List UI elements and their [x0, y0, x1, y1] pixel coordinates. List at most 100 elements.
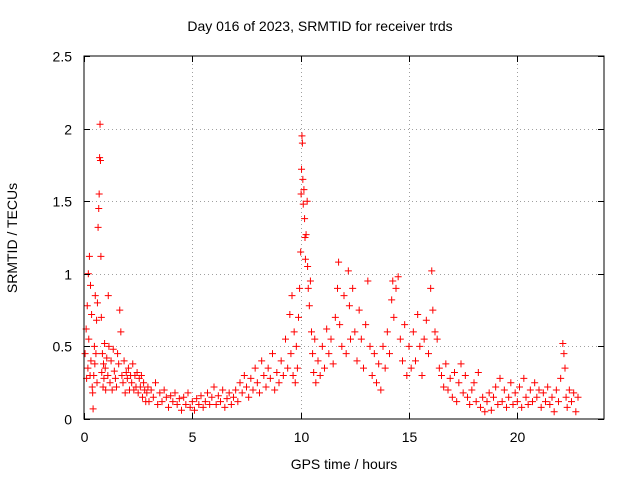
data-point: [100, 374, 108, 382]
data-point: [156, 389, 164, 397]
data-point: [498, 398, 506, 406]
data-point: [338, 342, 346, 350]
data-point: [353, 357, 361, 365]
data-point: [336, 321, 344, 329]
data-point: [394, 273, 402, 281]
data-point: [91, 292, 99, 300]
data-point: [299, 175, 307, 183]
data-point: [260, 371, 268, 379]
data-point: [94, 223, 102, 231]
data-point: [416, 342, 424, 350]
y-tick-label: 0: [64, 412, 72, 428]
data-point: [418, 371, 426, 379]
data-point: [169, 398, 177, 406]
y-tick-label: 2.5: [53, 49, 73, 65]
data-point: [186, 403, 194, 411]
x-tick-label: 15: [402, 429, 418, 445]
data-point: [503, 403, 510, 411]
data-point: [331, 313, 339, 321]
data-point: [483, 398, 491, 406]
data-point: [383, 328, 391, 336]
data-point: [334, 284, 341, 292]
data-point: [275, 379, 283, 387]
data-point: [212, 400, 220, 408]
data-point: [487, 406, 495, 414]
data-point: [298, 165, 306, 173]
data-point: [563, 403, 571, 411]
data-point: [149, 393, 157, 401]
data-point: [505, 393, 513, 401]
data-point: [329, 360, 337, 368]
data-point: [152, 379, 159, 387]
data-point: [390, 313, 398, 321]
data-point: [91, 360, 99, 368]
data-point: [295, 313, 302, 321]
data-point: [428, 267, 436, 275]
data-point: [269, 350, 276, 358]
data-point: [95, 190, 103, 198]
data-point: [560, 350, 568, 358]
data-point: [351, 328, 359, 336]
data-point: [453, 398, 461, 406]
data-point: [139, 393, 146, 401]
data-point: [230, 393, 237, 401]
data-point: [355, 306, 363, 314]
data-point: [340, 292, 348, 300]
data-point: [364, 277, 372, 285]
data-point: [425, 350, 432, 358]
data-point: [345, 302, 353, 310]
data-point: [199, 403, 207, 411]
data-point: [85, 335, 93, 343]
data-point: [325, 350, 333, 358]
data-point: [537, 403, 545, 411]
data-point: [557, 374, 565, 382]
data-point: [98, 350, 106, 358]
data-point: [236, 379, 244, 387]
data-point: [470, 379, 478, 387]
data-point: [360, 364, 367, 372]
data-point: [191, 406, 198, 414]
x-tick-label: 10: [294, 429, 310, 445]
data-point: [306, 277, 314, 285]
data-point: [323, 325, 331, 333]
data-point: [373, 379, 380, 387]
data-point: [455, 379, 463, 387]
data-point: [210, 383, 218, 391]
data-point: [84, 270, 92, 278]
data-point: [106, 379, 114, 387]
data-point: [289, 371, 297, 379]
data-point: [201, 398, 209, 406]
data-point: [123, 374, 131, 382]
data-point: [225, 389, 233, 397]
data-point: [301, 255, 309, 263]
data-point: [81, 350, 89, 358]
data-point: [516, 383, 523, 391]
data-point: [92, 350, 100, 358]
data-point: [206, 400, 214, 408]
data-point: [572, 408, 580, 416]
data-points: [81, 120, 582, 416]
data-point: [221, 403, 229, 411]
data-point: [217, 398, 224, 406]
data-point: [485, 389, 493, 397]
data-point: [238, 389, 246, 397]
data-point: [438, 371, 445, 379]
data-point: [457, 360, 465, 368]
data-point: [344, 267, 352, 275]
data-point: [103, 354, 111, 362]
data-point: [145, 398, 153, 406]
data-point: [464, 393, 471, 401]
data-point: [362, 321, 370, 329]
data-point: [122, 369, 130, 377]
data-point: [379, 342, 387, 350]
chart-title: Day 016 of 2023, SRMTID for receiver trd…: [187, 18, 453, 34]
data-point: [550, 408, 558, 416]
data-point: [249, 386, 257, 394]
data-point: [140, 379, 148, 387]
data-point: [87, 281, 94, 289]
y-tick-label: 1.5: [53, 194, 73, 210]
data-point: [87, 357, 95, 365]
x-tick-label: 20: [510, 429, 526, 445]
data-point: [389, 277, 397, 285]
